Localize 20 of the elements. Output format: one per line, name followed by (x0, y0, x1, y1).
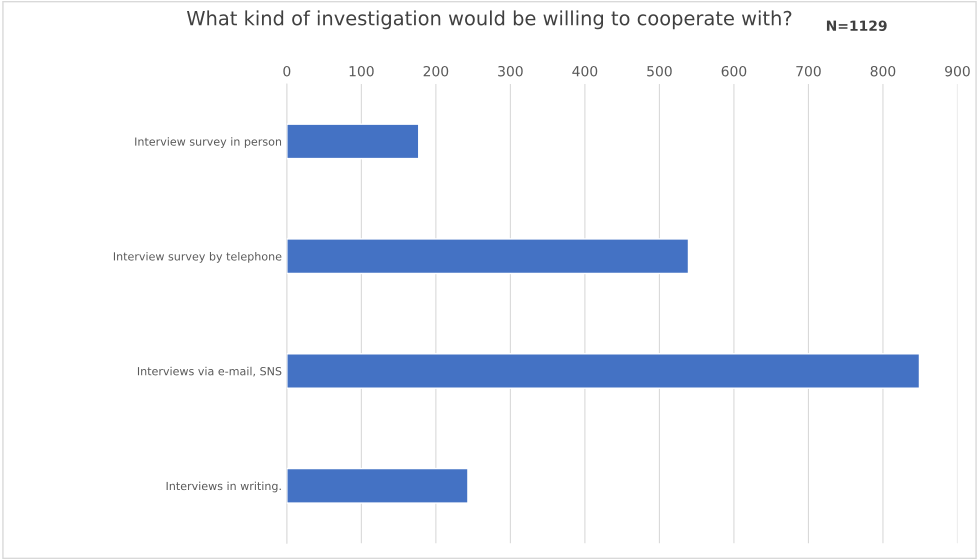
y-tick-label: Interviews in writing. (166, 482, 281, 492)
x-tick-label: 500 (647, 66, 672, 76)
x-tick-label: 300 (498, 66, 523, 76)
x-tick-label: 700 (796, 66, 821, 76)
y-tick-label: Interview survey by telephone (114, 252, 282, 263)
x-tick-label: 800 (870, 66, 896, 76)
x-tick-label: 200 (424, 66, 448, 76)
x-tick-label: 600 (722, 66, 746, 76)
bar (286, 468, 469, 504)
text: N=1129 (826, 20, 887, 31)
bar (286, 238, 690, 274)
x-tick-label: 900 (945, 66, 970, 76)
bar (286, 123, 420, 160)
x-tick-label: 400 (572, 66, 598, 76)
bar (286, 353, 920, 389)
chart-title: What kind of investigation would be willing to cooperate with? (186, 10, 792, 30)
y-tick-label: Interview survey in person (135, 137, 282, 148)
x-tick-label: 100 (350, 66, 374, 76)
y-tick-label: Interviews via e-mail, SNS (138, 366, 282, 377)
x-tick-label: 0 (283, 66, 290, 76)
